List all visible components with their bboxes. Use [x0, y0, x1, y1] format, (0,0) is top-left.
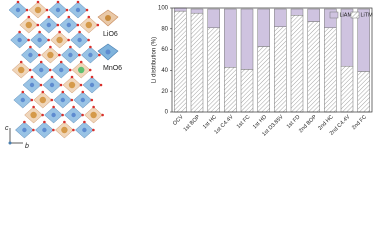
- bar-segment: [224, 67, 237, 113]
- bar-segment: [307, 21, 320, 113]
- bar-segment: [307, 8, 320, 22]
- bar-segment: [340, 8, 354, 67]
- bar-segment: [240, 8, 254, 70]
- legend-label: LiTM: [361, 13, 374, 19]
- legend-swatch: [350, 11, 360, 19]
- mno6-label: MnO6: [103, 65, 122, 72]
- x-tick-label: 1st FC: [236, 114, 252, 130]
- bar-segment: [240, 69, 254, 113]
- bar-segment: [274, 26, 287, 113]
- axes-indicator: c b: [5, 125, 29, 150]
- polyhedron-legend: LiO6 MnO6: [97, 9, 122, 72]
- x-tick-label: 2nd FC: [351, 114, 368, 131]
- x-tick-label: 1st BOP: [183, 114, 202, 133]
- bar-segment: [290, 8, 304, 16]
- bar-segment: [290, 15, 304, 113]
- legend-label: LiAM: [340, 13, 353, 19]
- lio6-label: LiO6: [103, 31, 118, 38]
- y-axis-label: Li distribution (%): [152, 37, 158, 83]
- bar-segment: [190, 8, 204, 14]
- axis-c-label: c: [5, 125, 9, 132]
- bar-segment: [274, 8, 287, 27]
- crystal-structure: [8, 0, 104, 139]
- bar-segment: [257, 8, 270, 47]
- bar-segment: [207, 27, 220, 113]
- x-tick-label: 1st FD: [286, 114, 302, 130]
- bar-segment: [340, 65, 354, 113]
- y-tick-label: 20: [161, 89, 168, 95]
- bar-segment: [174, 10, 187, 113]
- axis-b-label: b: [25, 143, 29, 150]
- legend-swatch: [329, 11, 339, 19]
- bar-segment: [190, 12, 204, 113]
- bar-segment: [324, 27, 337, 113]
- bar-segment: [207, 8, 220, 29]
- bar-segment: [357, 71, 370, 113]
- x-tick-label: OCV: [172, 114, 185, 127]
- y-tick-label: 0: [165, 110, 169, 116]
- bar-segment: [357, 8, 370, 72]
- bar-segment: [224, 8, 237, 68]
- y-tick-label: 60: [161, 47, 168, 53]
- bar-segment: [257, 46, 270, 113]
- plot-frame: [171, 7, 373, 113]
- figure: LiO6 MnO6 c b Li distribution (%) 0 20 40 6…: [5, 0, 373, 150]
- bar-segment: [174, 7, 187, 12]
- y-tick-label: 80: [161, 26, 168, 32]
- y-tick-label: 40: [161, 68, 168, 74]
- x-tick-label: 2nd BOP: [298, 114, 318, 134]
- y-tick-label: 100: [158, 6, 169, 12]
